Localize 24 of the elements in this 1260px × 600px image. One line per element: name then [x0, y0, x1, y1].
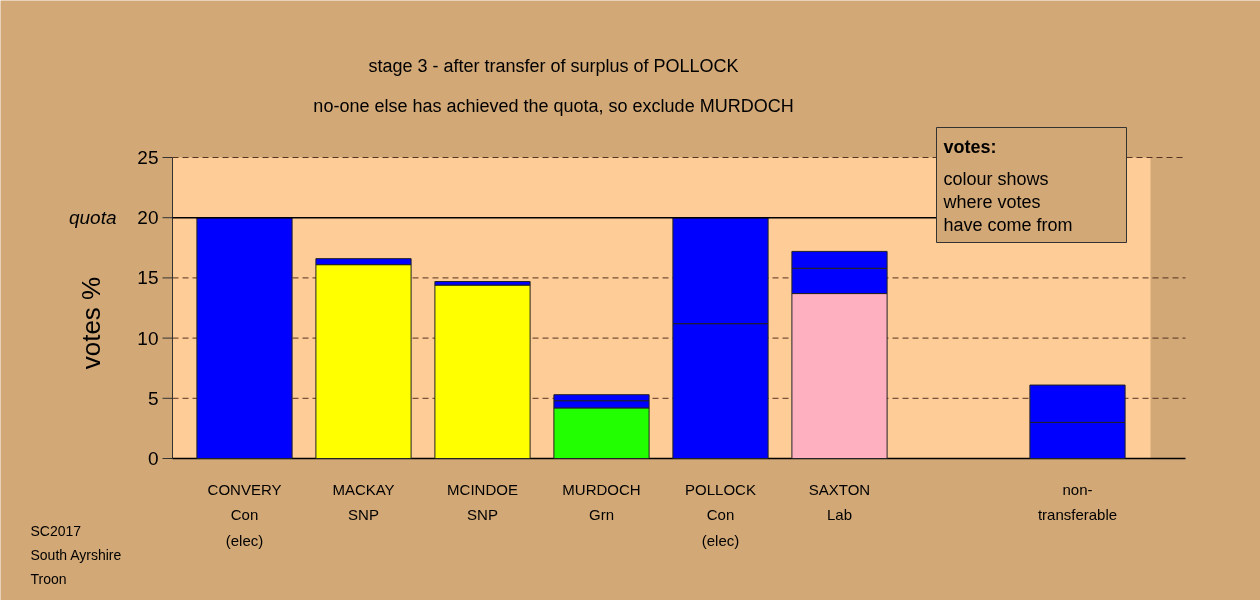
ref-line-label: quota	[68, 207, 117, 229]
y-tick-label: 5	[147, 387, 159, 409]
y-tick-label: 20	[137, 207, 159, 229]
bar	[434, 284, 531, 459]
bar	[196, 217, 293, 459]
x-tick-label: MACKAY SNP	[332, 480, 395, 523]
x-tick-label: MURDOCH Grn	[562, 480, 641, 523]
text: Troon	[30, 570, 67, 587]
y-tick-label: 10	[137, 327, 159, 349]
legend-title: votes:	[943, 136, 997, 157]
x-tick-label: MCINDOE SNP	[447, 480, 518, 523]
chart-subtitle: no-one else has achieved the quota, so exclude MURDOCH	[313, 95, 794, 116]
y-tick-label: 0	[147, 448, 159, 469]
y-axis-title: votes %	[75, 276, 106, 370]
text: SC2017	[30, 522, 82, 539]
x-tick-label: CONVERY Con (elec)	[207, 480, 282, 549]
x-tick-label: non- transferable	[1037, 480, 1118, 523]
annotation: colour shows where votes have come from	[942, 168, 1073, 235]
x-tick-label: POLLOCK Con (elec)	[685, 480, 756, 549]
text: South Ayrshire	[30, 546, 122, 563]
chart-title: stage 3 - after transfer of surplus of POLLOCK	[368, 55, 739, 76]
y-tick-label: 15	[137, 267, 159, 289]
x-tick-label: SAXTON Lab	[808, 480, 871, 523]
y-tick-label: 25	[137, 147, 159, 168]
